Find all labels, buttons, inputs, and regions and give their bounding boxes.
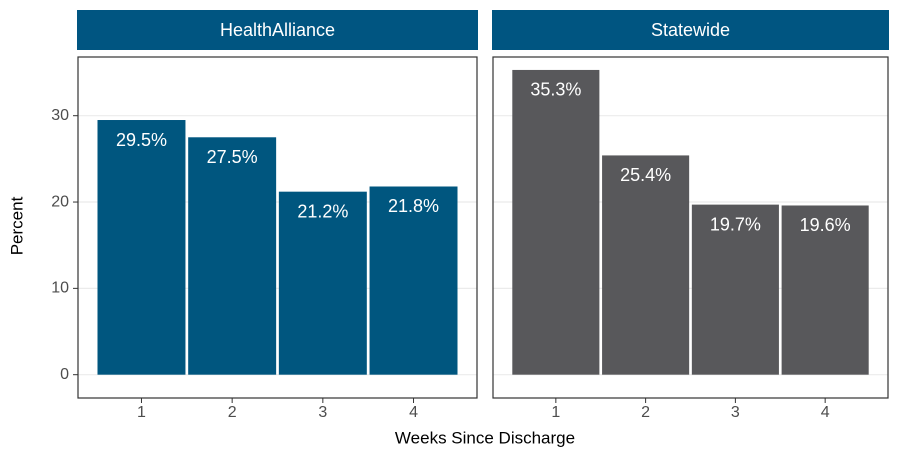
bar bbox=[278, 191, 367, 375]
value-label: 25.4% bbox=[620, 165, 671, 185]
value-label: 19.6% bbox=[800, 215, 851, 235]
y-tick-label: 10 bbox=[51, 280, 69, 297]
x-tick-label: 1 bbox=[551, 404, 560, 421]
value-label: 21.2% bbox=[297, 201, 348, 221]
panel-border bbox=[492, 56, 889, 399]
bar bbox=[369, 186, 458, 375]
y-axis-label: Percent bbox=[7, 196, 26, 255]
bar bbox=[781, 205, 869, 375]
y-tick-label: 0 bbox=[60, 366, 69, 383]
value-label: 35.3% bbox=[530, 80, 581, 100]
value-label: 27.5% bbox=[207, 147, 258, 167]
y-tick-label: 20 bbox=[51, 193, 69, 210]
x-tick-label: 2 bbox=[228, 404, 237, 421]
value-label: 21.8% bbox=[388, 196, 439, 216]
panel-title: HealthAlliance bbox=[220, 20, 335, 40]
bar bbox=[512, 69, 600, 375]
x-tick-label: 4 bbox=[821, 404, 830, 421]
x-axis-label: Weeks Since Discharge bbox=[395, 428, 575, 447]
bar bbox=[691, 204, 779, 375]
panel-border bbox=[77, 56, 478, 399]
x-tick-label: 1 bbox=[137, 404, 146, 421]
value-label: 29.5% bbox=[116, 130, 167, 150]
x-tick-label: 3 bbox=[731, 404, 740, 421]
panel-title: Statewide bbox=[651, 20, 730, 40]
x-tick-label: 3 bbox=[318, 404, 327, 421]
bar bbox=[97, 120, 186, 375]
y-tick-label: 30 bbox=[51, 107, 69, 124]
x-tick-label: 2 bbox=[641, 404, 650, 421]
strip bbox=[492, 10, 889, 50]
value-label: 19.7% bbox=[710, 214, 761, 234]
bar bbox=[188, 137, 277, 375]
x-tick-label: 4 bbox=[409, 404, 418, 421]
bar bbox=[602, 155, 690, 375]
strip bbox=[77, 10, 478, 50]
